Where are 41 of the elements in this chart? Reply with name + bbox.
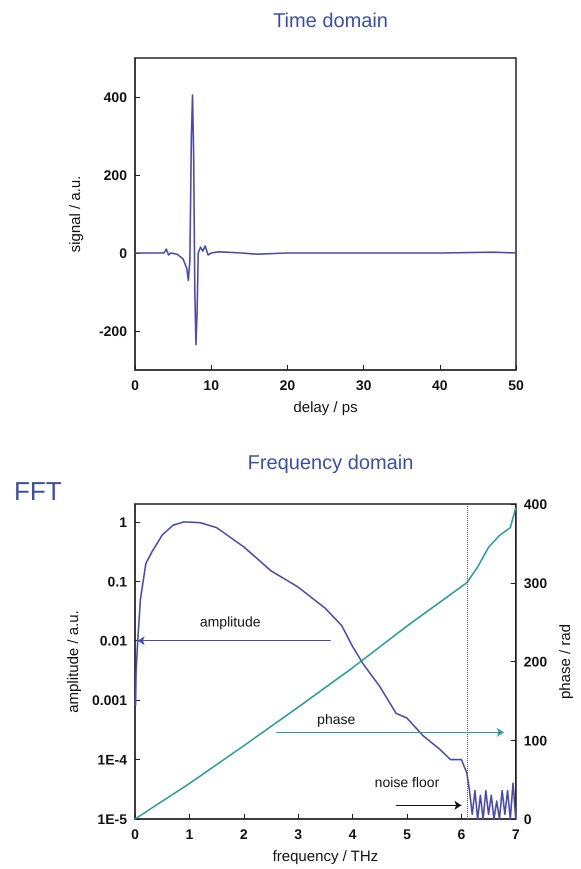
chart-title: Time domain — [273, 10, 388, 32]
x-tick-label: 30 — [356, 377, 372, 393]
line-series — [134, 94, 517, 346]
x-tick-label: 20 — [280, 377, 296, 393]
x-tick-label: 10 — [203, 377, 220, 393]
x-axis-title: delay / ps — [293, 399, 358, 416]
y2-tick-label: 300 — [524, 574, 548, 591]
y2-tick-label: 200 — [524, 654, 548, 670]
x-axis-title: frequency / THz — [272, 848, 378, 865]
x-tick-label: 3 — [294, 826, 302, 842]
x-tick-label: 7 — [512, 826, 520, 842]
y-tick-label: 0.1 — [108, 573, 128, 590]
y-tick-label: 200 — [104, 167, 128, 183]
x-tick-label: 2 — [240, 826, 248, 842]
y-tick-label: 1E-5 — [97, 811, 128, 827]
x-tick-label: 0 — [131, 826, 140, 842]
y2-tick-label: 100 — [524, 732, 548, 748]
y-tick-label: 0 — [119, 245, 128, 261]
y-axis-title: amplitude / a.u. — [65, 610, 82, 713]
y-tick-label: 1E-4 — [97, 752, 128, 768]
annotation: noise floor — [374, 774, 440, 790]
text: FFT — [14, 476, 62, 506]
x-tick-label: 6 — [457, 826, 466, 842]
x-tick-label: 40 — [432, 377, 448, 393]
annotation: phase — [317, 711, 356, 728]
y-tick-label: 400 — [104, 89, 128, 105]
x-tick-label: 5 — [403, 826, 412, 842]
y-tick-label: 1 — [119, 514, 128, 530]
x-tick-label: 0 — [131, 377, 140, 393]
y-tick-label: 0.001 — [92, 692, 128, 708]
chart-title: Frequency domain — [248, 452, 414, 474]
y2-tick-label: 400 — [524, 496, 548, 512]
x-tick-label: 1 — [185, 826, 194, 842]
y-tick-label: -200 — [98, 323, 128, 339]
x-tick-label: 4 — [348, 826, 357, 842]
x-tick-label: 50 — [508, 377, 524, 393]
y-axis-title: signal / a.u. — [67, 176, 84, 252]
annotation: amplitude — [200, 614, 261, 630]
y2-axis-title: phase / rad — [557, 624, 574, 700]
y2-tick-label: 0 — [524, 811, 532, 827]
y-tick-label: 0.01 — [100, 632, 128, 649]
